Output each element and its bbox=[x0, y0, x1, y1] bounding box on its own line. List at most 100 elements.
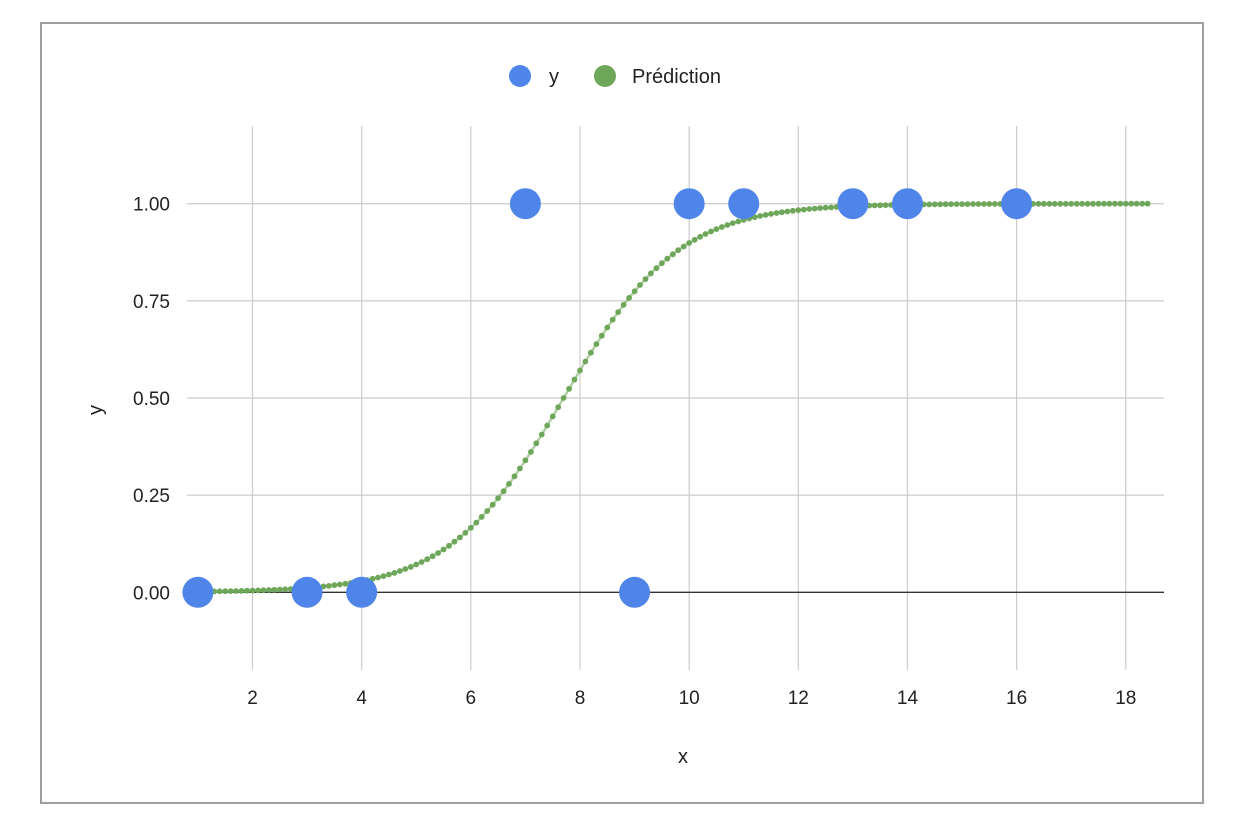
prediction-point bbox=[577, 367, 583, 374]
prediction-point bbox=[528, 449, 534, 455]
prediction-point bbox=[336, 581, 343, 588]
prediction-point bbox=[451, 538, 458, 545]
prediction-point bbox=[986, 201, 993, 207]
prediction-point bbox=[631, 288, 638, 295]
x-axis-title: x bbox=[678, 746, 688, 768]
axes: 2 4 6 8 10 12 14 16 18 0.00 0.25 0.50 0.75 1.00 bbox=[133, 195, 1136, 709]
prediction-point bbox=[762, 212, 769, 218]
prediction-point bbox=[659, 260, 665, 267]
prediction-point bbox=[386, 571, 392, 578]
prediction-point bbox=[1051, 200, 1058, 207]
legend-marker-y bbox=[509, 65, 531, 87]
prediction-point bbox=[517, 465, 523, 472]
prediction-point bbox=[702, 231, 709, 237]
y-data-point bbox=[182, 576, 214, 608]
x-tick-label: 6 bbox=[466, 688, 477, 709]
prediction-point bbox=[981, 201, 987, 207]
y-data-point bbox=[509, 188, 541, 220]
prediction-point bbox=[446, 542, 452, 549]
prediction-series bbox=[195, 200, 1151, 595]
y-data-point bbox=[891, 188, 923, 220]
prediction-point bbox=[1057, 200, 1064, 207]
prediction-point bbox=[1101, 200, 1107, 207]
prediction-point bbox=[724, 222, 731, 228]
prediction-point bbox=[216, 588, 223, 595]
prediction-point bbox=[462, 529, 469, 536]
prediction-point bbox=[800, 206, 807, 213]
prediction-point bbox=[959, 201, 965, 208]
prediction-point bbox=[391, 570, 398, 576]
y-data-point bbox=[346, 576, 378, 608]
prediction-point bbox=[975, 201, 982, 207]
prediction-point bbox=[1079, 200, 1085, 207]
prediction-point bbox=[1095, 200, 1102, 207]
prediction-point bbox=[266, 587, 272, 593]
prediction-point bbox=[620, 301, 627, 308]
prediction-point bbox=[1139, 200, 1146, 207]
prediction-point bbox=[1084, 200, 1091, 207]
prediction-point bbox=[1041, 200, 1047, 207]
prediction-point bbox=[424, 556, 431, 563]
prediction-point bbox=[806, 206, 813, 212]
prediction-point bbox=[1062, 200, 1069, 207]
x-tick-label: 4 bbox=[356, 688, 367, 709]
x-tick-label: 12 bbox=[788, 688, 809, 709]
prediction-point bbox=[467, 524, 474, 531]
prediction-point bbox=[937, 201, 944, 208]
prediction-point bbox=[276, 586, 283, 593]
prediction-point bbox=[615, 309, 622, 315]
x-tick-label: 10 bbox=[679, 688, 700, 709]
prediction-point bbox=[642, 276, 649, 282]
prediction-point bbox=[1133, 200, 1140, 207]
prediction-point bbox=[555, 404, 562, 411]
prediction-point bbox=[1144, 200, 1151, 207]
prediction-point bbox=[593, 341, 600, 347]
prediction-point bbox=[637, 282, 643, 288]
prediction-point bbox=[669, 251, 676, 258]
prediction-point bbox=[697, 233, 703, 240]
prediction-point bbox=[708, 228, 714, 235]
prediction-point bbox=[811, 205, 818, 212]
prediction-point bbox=[735, 218, 742, 225]
prediction-point bbox=[686, 240, 692, 246]
prediction-point bbox=[413, 561, 420, 568]
prediction-point bbox=[582, 358, 589, 365]
prediction-point bbox=[653, 265, 660, 272]
prediction-point bbox=[522, 457, 529, 464]
prediction-point bbox=[1090, 200, 1096, 207]
prediction-point bbox=[648, 270, 654, 277]
prediction-point bbox=[1035, 200, 1042, 207]
prediction-point bbox=[511, 473, 518, 480]
prediction-point bbox=[489, 501, 496, 508]
prediction-point bbox=[609, 316, 616, 323]
prediction-point bbox=[440, 546, 447, 553]
prediction-point bbox=[779, 209, 785, 216]
prediction-point bbox=[1046, 200, 1053, 207]
prediction-point bbox=[260, 587, 267, 594]
y-tick-label: 1.00 bbox=[133, 195, 170, 216]
y-tick-label: 0.25 bbox=[133, 486, 170, 507]
prediction-point bbox=[882, 202, 889, 209]
chart-container: 2 4 6 8 10 12 14 16 18 0.00 0.25 0.50 0.75 1.00 y Pré… bbox=[40, 22, 1204, 804]
prediction-point bbox=[991, 201, 998, 207]
y-data-point bbox=[1001, 188, 1033, 220]
prediction-point bbox=[429, 553, 436, 560]
prediction-point bbox=[227, 588, 234, 594]
prediction-point bbox=[729, 220, 736, 227]
prediction-point bbox=[566, 385, 572, 392]
prediction-point bbox=[675, 247, 682, 254]
y-data-point bbox=[728, 188, 760, 220]
prediction-point bbox=[435, 550, 441, 556]
prediction-point bbox=[233, 588, 240, 594]
prediction-point bbox=[1128, 200, 1135, 207]
prediction-point bbox=[926, 201, 933, 208]
prediction-point bbox=[773, 210, 780, 216]
prediction-point bbox=[271, 586, 278, 593]
prediction-point bbox=[478, 514, 485, 520]
legend-marker-prediction bbox=[594, 65, 616, 87]
prediction-point bbox=[326, 583, 332, 589]
prediction-point bbox=[222, 588, 229, 595]
y-data-point bbox=[619, 576, 651, 608]
prediction-point bbox=[238, 588, 245, 594]
prediction-point bbox=[1106, 200, 1113, 207]
